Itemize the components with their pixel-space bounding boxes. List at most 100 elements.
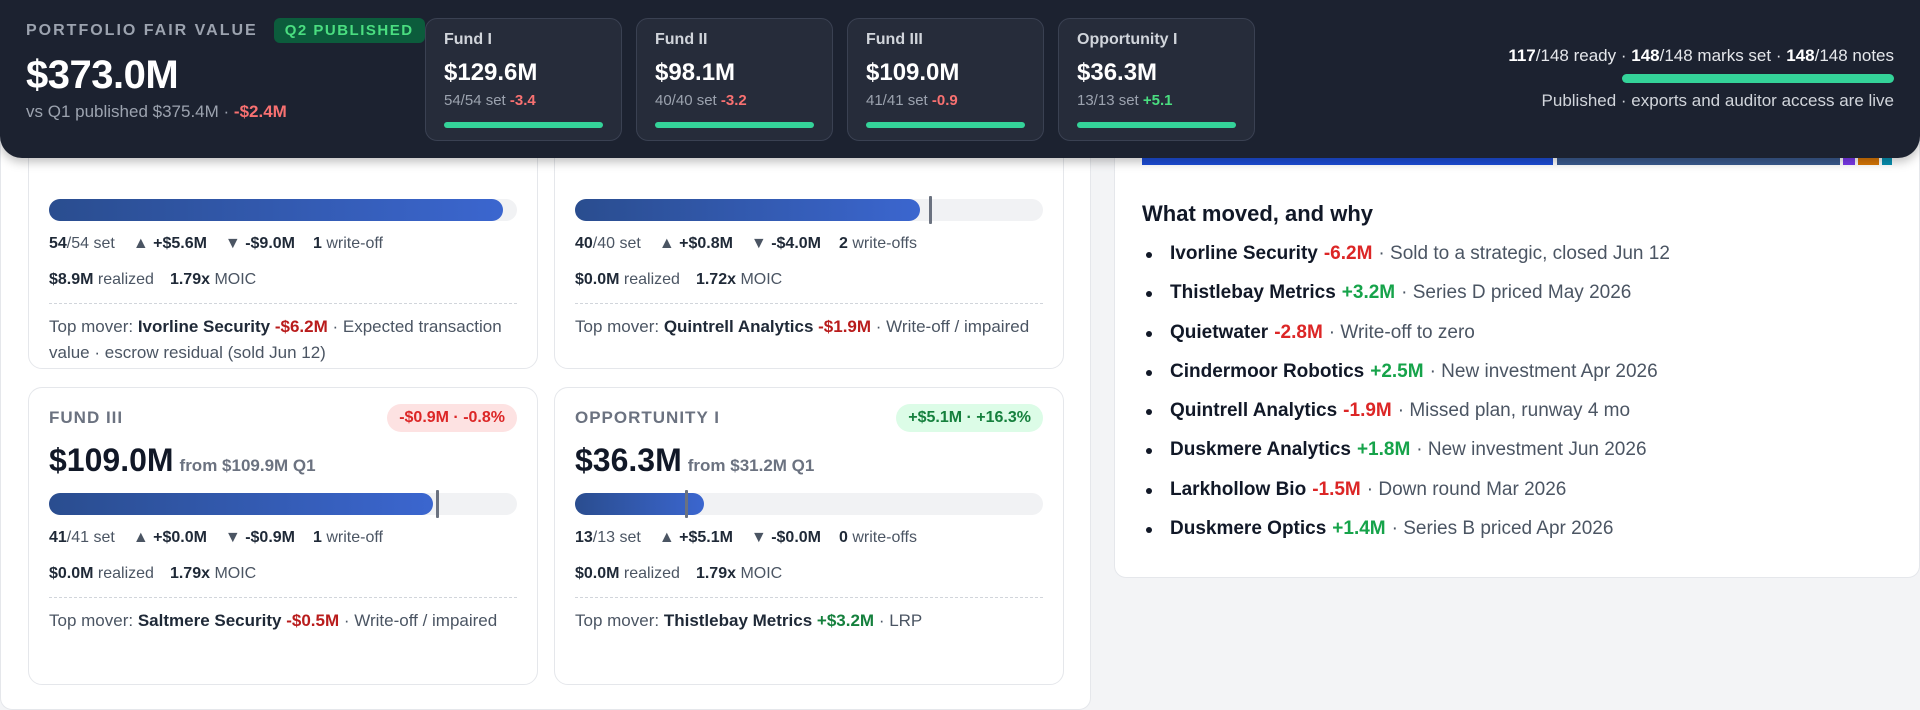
portfolio-header: PORTFOLIO FAIR VALUE Q2 PUBLISHED $373.0… — [0, 0, 1920, 158]
divider — [49, 303, 517, 304]
move-reason: · Series D priced May 2026 — [1401, 282, 1632, 304]
fund-breakdown-panel: 54/54 set ▲ +$5.6M ▼ -$9.0M 1 write-off … — [0, 110, 1091, 710]
fund-stats: 40/40 set ▲ +$0.8M ▼ -$4.0M 2 write-offs — [575, 235, 917, 252]
fund-set-status: 40/40 set -3.2 — [655, 92, 747, 109]
fund-progress-bar — [49, 490, 517, 518]
fund-progress-bar — [575, 196, 1043, 224]
fund-stats: 41/41 set ▲ +$0.0M ▼ -$0.9M 1 write-off — [49, 529, 383, 546]
composition-segment — [1879, 151, 1883, 165]
fund-value: $36.3M from $31.2M Q1 — [575, 442, 815, 478]
what-moved-item: Duskmere Analytics +1.8M · New investment … — [1142, 439, 1902, 478]
top-mover: Top mover: Thistlebay Metrics +$3.2M · L… — [575, 611, 923, 630]
fund-value: $109.0M from $109.9M Q1 — [49, 442, 316, 478]
bullet-icon — [1146, 291, 1152, 298]
fund-set-progress — [1077, 122, 1236, 128]
what-moved-item: Larkhollow Bio -1.5M · Down round Mar 2026 — [1142, 479, 1902, 518]
fund-name: Opportunity I — [1077, 31, 1178, 48]
composition-segment — [1553, 151, 1557, 165]
top-mover: Top mover: Ivorline Security -$6.2M · Ex… — [49, 317, 502, 362]
header-fund-card-fund-ii[interactable]: Fund II $98.1M 40/40 set -3.2 — [636, 18, 833, 141]
fund-progress-fill — [575, 493, 704, 515]
value-delta: -1.9M — [1343, 400, 1392, 422]
bullet-icon — [1146, 487, 1152, 494]
composition-segment — [1854, 151, 1859, 165]
fund-realized-moic: $8.9M realized 1.79x MOIC — [49, 271, 257, 288]
header-fund-card-fund-i[interactable]: Fund I $129.6M 54/54 set -3.4 — [425, 18, 622, 141]
value-delta: -2.8M — [1274, 321, 1323, 343]
value-delta: +1.8M — [1356, 439, 1411, 461]
fund-name: Fund III — [866, 31, 923, 48]
bullet-icon — [1146, 409, 1152, 416]
fund-card-fund-iii[interactable]: FUND III -$0.9M · -0.8% $109.0M from $109… — [28, 387, 538, 685]
completion-progress-bar — [1622, 74, 1894, 83]
what-moved-list: Ivorline Security -6.2M · Sold to a strate… — [1142, 243, 1902, 557]
composition-segment — [1840, 151, 1844, 165]
what-moved-item: Cindermoor Robotics +2.5M · New investment… — [1142, 361, 1902, 400]
composition-segment — [1882, 151, 1892, 165]
bullet-icon — [1146, 369, 1152, 376]
company-name: Thistlebay Metrics — [1170, 282, 1336, 304]
fund-set-progress — [866, 122, 1025, 128]
fund-set-progress — [655, 122, 814, 128]
value-delta: -1.5M — [1312, 478, 1361, 500]
fund-realized-moic: $0.0M realized 1.79x MOIC — [575, 565, 783, 582]
what-moved-title: What moved, and why — [1142, 201, 1374, 226]
fund-realized-moic: $0.0M realized 1.79x MOIC — [49, 565, 257, 582]
fund-value: $36.3M — [1077, 59, 1158, 86]
fund-progress-fill — [49, 199, 503, 221]
move-reason: · Missed plan, runway 4 mo — [1397, 400, 1631, 422]
fund-value: $98.1M — [655, 59, 736, 86]
fund-set-progress — [444, 122, 603, 128]
completion-counts: 117/148 ready · 148/148 marks set · 148/… — [1508, 46, 1894, 65]
portfolio-summary: PORTFOLIO FAIR VALUE Q2 PUBLISHED $373.0… — [26, 18, 425, 122]
fund-progress-fill — [575, 199, 920, 221]
q1-marker — [929, 196, 933, 224]
fund-value: $129.6M — [444, 59, 538, 86]
portfolio-value: $373.0M — [26, 53, 179, 97]
bullet-icon — [1146, 448, 1152, 455]
fund-stats: 54/54 set ▲ +$5.6M ▼ -$9.0M 1 write-off — [49, 235, 383, 252]
divider — [575, 597, 1043, 598]
bullet-icon — [1146, 330, 1152, 337]
fund-card-fund-i[interactable]: 54/54 set ▲ +$5.6M ▼ -$9.0M 1 write-off … — [28, 131, 538, 369]
move-reason: · Sold to a strategic, closed Jun 12 — [1378, 243, 1670, 264]
value-delta: +3.2M — [1341, 282, 1396, 304]
publish-note: Published · exports and auditor access a… — [1541, 91, 1894, 110]
fund-set-status: 41/41 set -0.9 — [866, 92, 958, 109]
what-moved-item: Thistlebay Metrics +3.2M · Series D priced… — [1142, 282, 1902, 321]
fund-name: Fund I — [444, 31, 492, 48]
company-name: Duskmere Analytics — [1170, 439, 1351, 461]
value-delta: +1.4M — [1332, 518, 1386, 540]
composition-segment — [1843, 151, 1855, 165]
divider — [575, 303, 1043, 304]
fund-name: Fund II — [655, 31, 708, 48]
bullet-icon — [1146, 527, 1152, 534]
fund-progress-fill — [49, 493, 433, 515]
what-moved-item: Ivorline Security -6.2M · Sold to a strate… — [1142, 243, 1902, 282]
what-moved-item: Quintrell Analytics -1.9M · Missed plan, r… — [1142, 400, 1902, 439]
header-fund-card-opportunity-i[interactable]: Opportunity I $36.3M 13/13 set +5.1 — [1058, 18, 1255, 141]
what-moved-item: Quietwater -2.8M · Write-off to zero — [1142, 322, 1902, 361]
move-reason: · Down round Mar 2026 — [1366, 478, 1567, 500]
header-fund-card-fund-iii[interactable]: Fund III $109.0M 41/41 set -0.9 — [847, 18, 1044, 141]
portfolio-label: PORTFOLIO FAIR VALUE — [26, 21, 258, 39]
company-name: Duskmere Optics — [1170, 518, 1327, 540]
fund-card-opportunity-i[interactable]: OPPORTUNITY I +$5.1M · +16.3% $36.3M from… — [554, 387, 1064, 685]
fund-progress-bar — [575, 490, 1043, 518]
move-reason: · New investment Jun 2026 — [1416, 439, 1647, 461]
company-name: Larkhollow Bio — [1170, 478, 1307, 500]
fund-realized-moic: $0.0M realized 1.72x MOIC — [575, 271, 783, 288]
q1-marker — [685, 490, 689, 518]
company-name: Ivorline Security — [1170, 243, 1318, 264]
divider — [49, 597, 517, 598]
fund-delta-pill: -$0.9M · -0.8% — [387, 404, 517, 432]
move-reason: · New investment Apr 2026 — [1429, 360, 1658, 382]
publish-status: 117/148 ready · 148/148 marks set · 148/… — [1474, 46, 1894, 111]
bullet-icon — [1146, 252, 1152, 258]
fund-name: OPPORTUNITY I — [575, 408, 720, 427]
move-reason: · Write-off to zero — [1328, 321, 1475, 343]
fund-set-status: 13/13 set +5.1 — [1077, 92, 1173, 109]
fund-card-fund-ii[interactable]: 40/40 set ▲ +$0.8M ▼ -$4.0M 2 write-offs… — [554, 131, 1064, 369]
company-name: Cindermoor Robotics — [1170, 360, 1365, 382]
what-moved-panel: What moved, and why Ivorline Security -6.… — [1114, 110, 1920, 578]
